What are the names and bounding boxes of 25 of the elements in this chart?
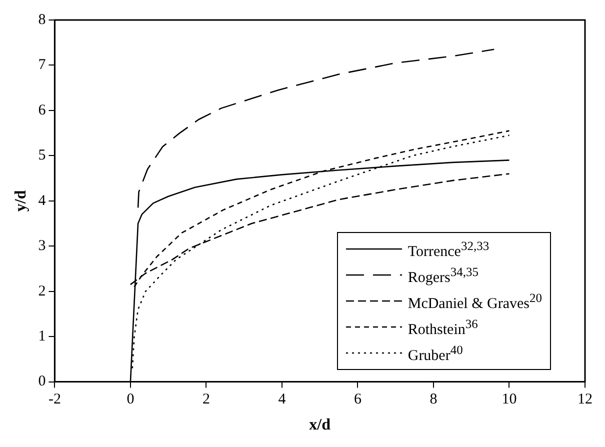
x-tick-label: 2 (202, 392, 210, 408)
x-tick-label: 12 (578, 392, 592, 408)
y-tick-label: 4 (38, 192, 46, 209)
x-tick-label: 6 (354, 392, 362, 408)
x-tick-label: -2 (48, 392, 61, 408)
y-tick-label: 8 (38, 12, 46, 28)
line-series (137, 48, 495, 208)
x-tick-label: 10 (502, 392, 517, 408)
legend-label: Rothstein$^{36}$ (408, 316, 478, 340)
y-tick-label: 6 (38, 102, 46, 118)
y-axis-title: y/d (12, 190, 30, 212)
x-tick-label: 0 (126, 392, 134, 408)
legend-label: Torrence$^{32,33}$ (408, 238, 490, 262)
legend-label: Rogers$^{34,35}$ (408, 264, 478, 288)
legend-label: Gruber$^{40}$ (408, 342, 463, 366)
y-tick-label: 7 (38, 57, 46, 74)
y-tick-label: 5 (38, 148, 46, 164)
y-tick-label: 3 (38, 238, 46, 254)
legend-label: McDaniel & Graves$^{20}$ (408, 290, 542, 314)
y-tick-label: 1 (38, 328, 46, 345)
x-tick-label: 4 (278, 392, 286, 408)
x-tick-label: 8 (430, 392, 438, 408)
y-tick-label: 0 (38, 374, 46, 390)
y-tick-label: 2 (38, 283, 46, 300)
x-axis-title: x/d (309, 416, 331, 434)
